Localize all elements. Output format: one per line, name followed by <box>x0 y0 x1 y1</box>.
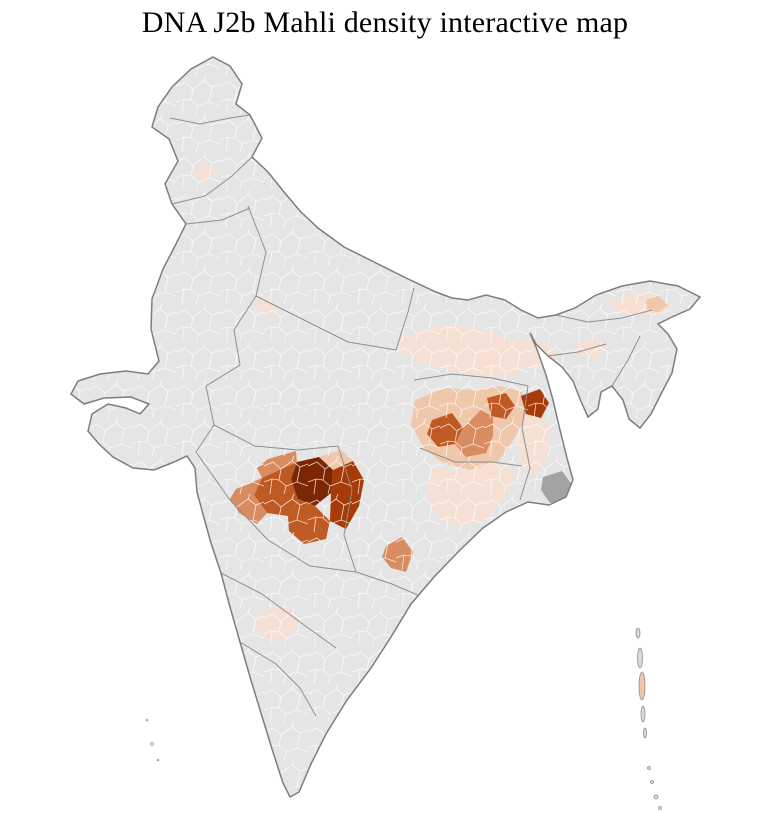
island[interactable] <box>150 742 154 746</box>
lakshadweep-islands <box>145 718 160 762</box>
ganges-delta-patch <box>541 471 573 503</box>
island[interactable] <box>647 766 651 770</box>
page-title: DNA J2b Mahli density interactive map <box>141 6 629 39</box>
island[interactable] <box>637 647 643 669</box>
island[interactable] <box>635 627 641 639</box>
island[interactable] <box>643 727 647 739</box>
island[interactable] <box>650 780 654 784</box>
island[interactable] <box>658 806 662 810</box>
island[interactable] <box>156 758 160 762</box>
andaman-nicobar-islands <box>635 627 662 810</box>
island-andaman-colored[interactable] <box>638 671 646 701</box>
india-outline <box>70 56 702 799</box>
island[interactable] <box>145 718 149 722</box>
state-borders <box>169 114 653 717</box>
island[interactable] <box>640 705 646 723</box>
island[interactable] <box>653 794 659 800</box>
